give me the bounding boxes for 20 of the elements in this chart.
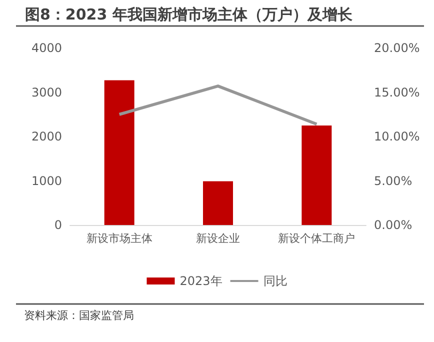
- y-tick-label: 3000: [31, 85, 62, 100]
- x-tick-label: 新设个体工商户: [278, 232, 356, 245]
- y2-tick-label: 20.00%: [374, 41, 420, 55]
- legend-label: 同比: [263, 274, 288, 288]
- text: 资料来源：国家监管局: [24, 309, 134, 322]
- y2-tick-label: 10.00%: [374, 130, 420, 144]
- bar: [104, 80, 134, 225]
- y-tick-label: 0: [54, 218, 62, 232]
- x-tick-label: 新设企业: [196, 232, 240, 245]
- y-tick-label: 4000: [31, 41, 62, 55]
- y2-tick-label: 0.00%: [374, 218, 412, 232]
- legend-label: 2023年: [180, 274, 222, 288]
- x-tick-label: 新设市场主体: [86, 232, 152, 245]
- y2-tick-label: 5.00%: [374, 174, 412, 188]
- bar: [302, 125, 332, 225]
- chart-title: 图8：2023 年我国新增市场主体（万户）及增长: [25, 6, 354, 24]
- bar: [203, 181, 233, 225]
- y2-tick-label: 15.00%: [374, 85, 420, 100]
- y-tick-label: 2000: [31, 130, 62, 144]
- y-tick-label: 1000: [31, 174, 62, 188]
